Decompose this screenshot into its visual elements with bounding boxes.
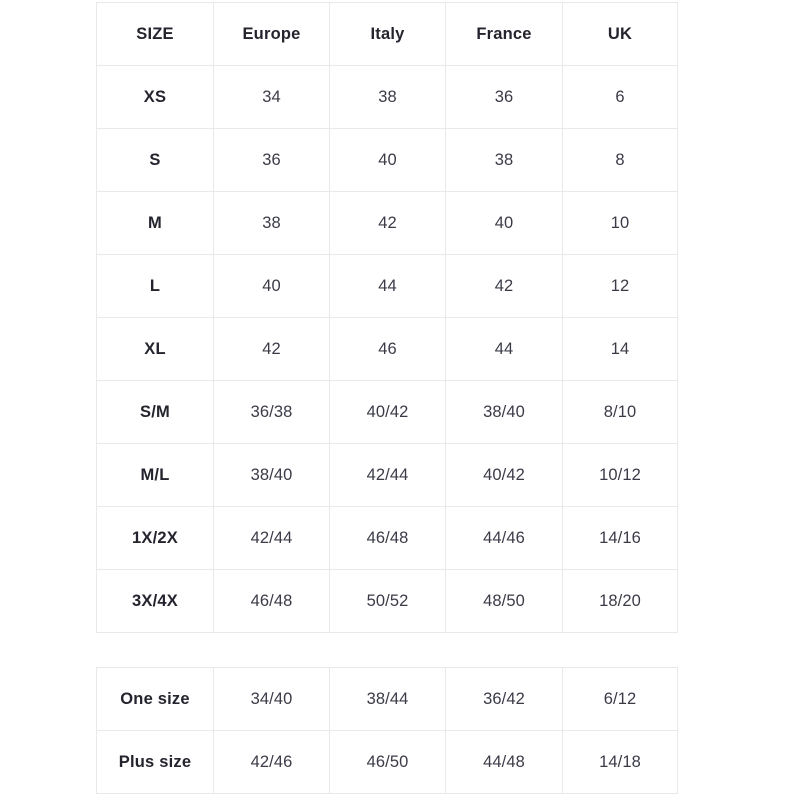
cell-france: 40 — [445, 191, 563, 255]
cell-europe: 42 — [213, 317, 330, 381]
cell-europe: 38/40 — [213, 443, 330, 507]
row-label-plus-size: Plus size — [96, 730, 214, 794]
size-conversion-table-container: SIZE Europe Italy France UK XS 34 38 36 … — [96, 2, 678, 633]
cell-france: 44/48 — [445, 730, 563, 794]
row-label-m: M — [96, 191, 214, 255]
table-row: XS 34 38 36 6 — [96, 65, 678, 129]
cell-italy: 38 — [329, 65, 446, 129]
cell-uk: 10/12 — [562, 443, 678, 507]
cell-uk: 8 — [562, 128, 678, 192]
cell-france: 44 — [445, 317, 563, 381]
table-body: One size 34/40 38/44 36/42 6/12 Plus siz… — [96, 667, 678, 794]
row-label-m-l: M/L — [96, 443, 214, 507]
cell-italy: 46/50 — [329, 730, 446, 794]
table-row: S 36 40 38 8 — [96, 128, 678, 192]
cell-italy: 46 — [329, 317, 446, 381]
cell-france: 44/46 — [445, 506, 563, 570]
cell-france: 48/50 — [445, 569, 563, 633]
row-label-xl: XL — [96, 317, 214, 381]
cell-europe: 34/40 — [213, 667, 330, 731]
row-label-xs: XS — [96, 65, 214, 129]
one-size-conversion-table: One size 34/40 38/44 36/42 6/12 Plus siz… — [96, 667, 678, 794]
cell-uk: 12 — [562, 254, 678, 318]
cell-italy: 38/44 — [329, 667, 446, 731]
table-row: Plus size 42/46 46/50 44/48 14/18 — [96, 730, 678, 794]
table-row: L 40 44 42 12 — [96, 254, 678, 318]
cell-europe: 42/44 — [213, 506, 330, 570]
cell-france: 42 — [445, 254, 563, 318]
row-label-l: L — [96, 254, 214, 318]
cell-europe: 36 — [213, 128, 330, 192]
cell-italy: 40 — [329, 128, 446, 192]
cell-france: 36/42 — [445, 667, 563, 731]
cell-italy: 50/52 — [329, 569, 446, 633]
cell-italy: 44 — [329, 254, 446, 318]
cell-europe: 38 — [213, 191, 330, 255]
cell-france: 40/42 — [445, 443, 563, 507]
table-row: M/L 38/40 42/44 40/42 10/12 — [96, 443, 678, 507]
cell-uk: 10 — [562, 191, 678, 255]
row-label-3x-4x: 3X/4X — [96, 569, 214, 633]
cell-uk: 8/10 — [562, 380, 678, 444]
column-header-size: SIZE — [96, 2, 214, 66]
table-row: XL 42 46 44 14 — [96, 317, 678, 381]
cell-europe: 42/46 — [213, 730, 330, 794]
table-row: S/M 36/38 40/42 38/40 8/10 — [96, 380, 678, 444]
column-header-europe: Europe — [213, 2, 330, 66]
table-row: 1X/2X 42/44 46/48 44/46 14/16 — [96, 506, 678, 570]
cell-uk: 6/12 — [562, 667, 678, 731]
cell-europe: 36/38 — [213, 380, 330, 444]
column-header-italy: Italy — [329, 2, 446, 66]
cell-uk: 14/16 — [562, 506, 678, 570]
cell-uk: 14/18 — [562, 730, 678, 794]
column-header-uk: UK — [562, 2, 678, 66]
cell-france: 38 — [445, 128, 563, 192]
cell-france: 38/40 — [445, 380, 563, 444]
column-header-france: France — [445, 2, 563, 66]
row-label-s-m: S/M — [96, 380, 214, 444]
table-row: One size 34/40 38/44 36/42 6/12 — [96, 667, 678, 731]
cell-italy: 42 — [329, 191, 446, 255]
table-row: M 38 42 40 10 — [96, 191, 678, 255]
table-header: SIZE Europe Italy France UK — [96, 2, 678, 66]
cell-france: 36 — [445, 65, 563, 129]
row-label-s: S — [96, 128, 214, 192]
cell-europe: 34 — [213, 65, 330, 129]
cell-uk: 18/20 — [562, 569, 678, 633]
row-label-1x-2x: 1X/2X — [96, 506, 214, 570]
row-label-one-size: One size — [96, 667, 214, 731]
cell-uk: 14 — [562, 317, 678, 381]
table-body: XS 34 38 36 6 S 36 40 38 8 M 38 42 40 10 — [96, 65, 678, 633]
table-row: 3X/4X 46/48 50/52 48/50 18/20 — [96, 569, 678, 633]
cell-europe: 40 — [213, 254, 330, 318]
cell-uk: 6 — [562, 65, 678, 129]
cell-italy: 46/48 — [329, 506, 446, 570]
cell-italy: 40/42 — [329, 380, 446, 444]
table-header-row: SIZE Europe Italy France UK — [96, 2, 678, 66]
cell-italy: 42/44 — [329, 443, 446, 507]
one-size-conversion-table-container: One size 34/40 38/44 36/42 6/12 Plus siz… — [96, 667, 678, 794]
cell-europe: 46/48 — [213, 569, 330, 633]
size-conversion-table: SIZE Europe Italy France UK XS 34 38 36 … — [96, 2, 678, 633]
